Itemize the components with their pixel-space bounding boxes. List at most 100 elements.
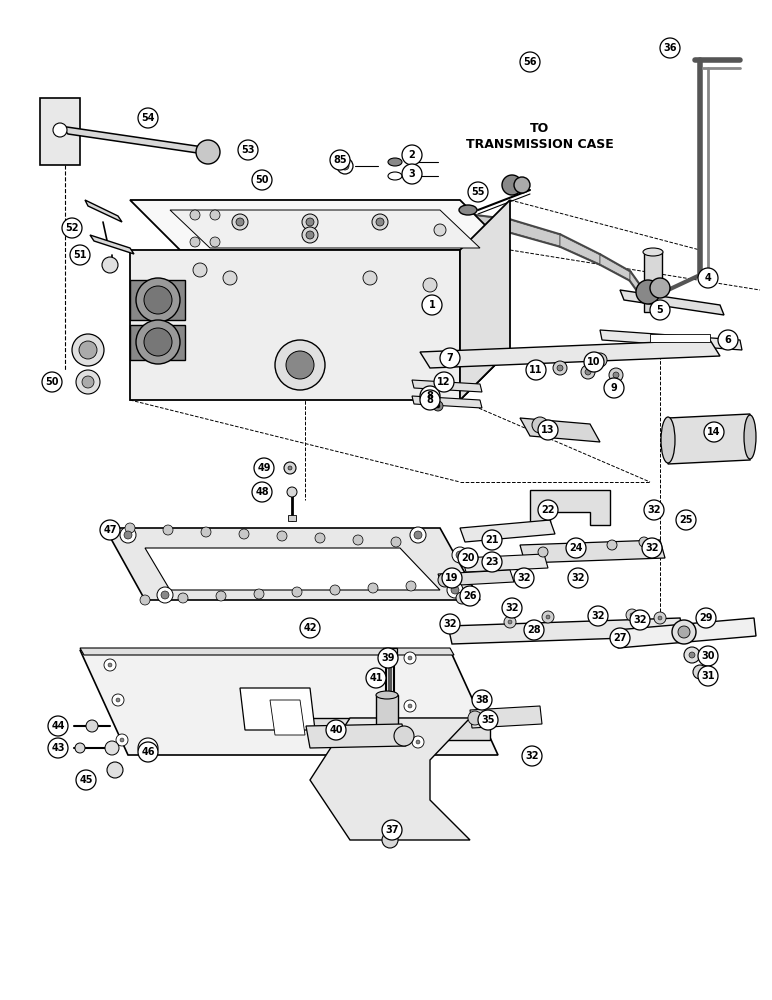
Circle shape (478, 710, 498, 730)
Circle shape (104, 659, 116, 671)
Circle shape (609, 368, 623, 382)
Text: 37: 37 (385, 825, 399, 835)
Circle shape (138, 742, 158, 762)
Circle shape (423, 278, 437, 292)
Circle shape (698, 666, 718, 686)
Polygon shape (60, 126, 218, 156)
Circle shape (542, 611, 554, 623)
Circle shape (382, 820, 402, 840)
Polygon shape (620, 290, 724, 315)
Polygon shape (460, 200, 510, 400)
Text: 35: 35 (481, 715, 495, 725)
Text: 56: 56 (523, 57, 537, 67)
Circle shape (456, 592, 468, 604)
Polygon shape (85, 200, 122, 222)
Circle shape (502, 598, 522, 618)
Text: 42: 42 (303, 623, 317, 633)
Circle shape (438, 573, 452, 587)
Text: 26: 26 (463, 591, 477, 601)
Text: 49: 49 (257, 463, 271, 473)
Ellipse shape (643, 248, 663, 256)
Text: 5: 5 (657, 305, 663, 315)
Circle shape (433, 401, 443, 411)
Circle shape (597, 357, 603, 363)
Circle shape (698, 268, 718, 288)
Circle shape (538, 547, 548, 557)
Circle shape (458, 548, 478, 568)
Circle shape (287, 487, 297, 497)
Polygon shape (420, 340, 720, 368)
Circle shape (644, 500, 664, 520)
Circle shape (238, 140, 258, 160)
Polygon shape (510, 220, 560, 246)
Polygon shape (412, 380, 482, 392)
Circle shape (292, 587, 302, 597)
Circle shape (412, 736, 424, 748)
Text: 32: 32 (525, 751, 539, 761)
Circle shape (376, 218, 384, 226)
Circle shape (514, 568, 534, 588)
Polygon shape (130, 280, 185, 320)
Text: 85: 85 (334, 155, 347, 165)
Polygon shape (630, 272, 650, 308)
Text: 11: 11 (530, 365, 543, 375)
Text: 24: 24 (569, 543, 583, 553)
Circle shape (254, 458, 274, 478)
Circle shape (210, 237, 220, 247)
Text: 32: 32 (517, 573, 531, 583)
Circle shape (532, 417, 548, 433)
Circle shape (391, 537, 401, 547)
Text: 4: 4 (705, 273, 711, 283)
Circle shape (524, 620, 544, 640)
Text: 3: 3 (408, 169, 415, 179)
Ellipse shape (661, 417, 675, 463)
Text: 39: 39 (381, 653, 394, 663)
Circle shape (286, 351, 314, 379)
Circle shape (404, 652, 416, 664)
Text: 23: 23 (486, 557, 499, 567)
Polygon shape (438, 570, 514, 586)
Circle shape (462, 550, 478, 566)
Circle shape (120, 738, 124, 742)
Polygon shape (270, 700, 305, 735)
Bar (288, 515, 296, 521)
Circle shape (330, 150, 350, 170)
Circle shape (678, 626, 690, 638)
Text: 41: 41 (369, 673, 383, 683)
Circle shape (201, 527, 211, 537)
Bar (650, 334, 710, 342)
Circle shape (527, 747, 541, 761)
Circle shape (404, 700, 416, 712)
Circle shape (193, 263, 207, 277)
Text: 31: 31 (701, 671, 715, 681)
Polygon shape (145, 548, 440, 590)
Polygon shape (40, 98, 80, 165)
Circle shape (394, 726, 414, 746)
Circle shape (216, 591, 226, 601)
Circle shape (610, 628, 630, 648)
Text: 36: 36 (663, 43, 677, 53)
Circle shape (210, 210, 220, 220)
Circle shape (70, 245, 90, 265)
Text: 52: 52 (66, 223, 79, 233)
Circle shape (402, 145, 422, 165)
Polygon shape (306, 724, 406, 748)
Circle shape (422, 295, 442, 315)
Circle shape (546, 615, 550, 619)
Circle shape (144, 286, 172, 314)
Circle shape (440, 614, 460, 634)
Circle shape (306, 231, 314, 239)
Circle shape (86, 720, 98, 732)
Circle shape (75, 743, 85, 753)
Polygon shape (560, 235, 600, 264)
Text: 8: 8 (427, 395, 433, 405)
Circle shape (79, 341, 97, 359)
Circle shape (252, 482, 272, 502)
Circle shape (630, 610, 650, 630)
Polygon shape (616, 618, 756, 648)
Circle shape (284, 462, 296, 474)
Circle shape (366, 668, 386, 688)
Text: 40: 40 (329, 725, 343, 735)
Circle shape (236, 218, 244, 226)
Text: 32: 32 (647, 505, 661, 515)
